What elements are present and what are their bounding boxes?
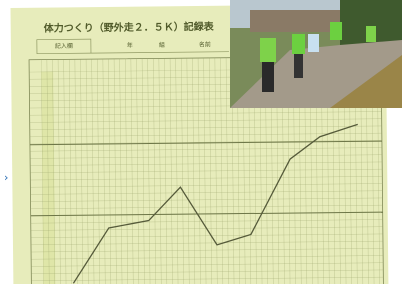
runners-photo [230, 0, 402, 108]
runner [294, 54, 303, 78]
field-label: 組 [159, 41, 165, 49]
runner [330, 22, 342, 40]
runner [260, 38, 276, 62]
field-label: 名前 [199, 40, 211, 48]
runner [366, 26, 376, 42]
runner [308, 34, 319, 52]
arrow-icon: › [4, 171, 8, 184]
photo-house [250, 10, 340, 32]
field-label: 記入欄 [55, 42, 73, 50]
field-label: 年 [127, 41, 133, 49]
runner [262, 62, 274, 92]
scene: 体力つくり（野外走２．５Ｋ）記録表 記入欄 年 組 名前 › [0, 0, 402, 284]
page: 体力つくり（野外走２．５Ｋ）記録表 記入欄 年 組 名前 › (() => { … [0, 0, 402, 284]
runner [292, 34, 305, 54]
